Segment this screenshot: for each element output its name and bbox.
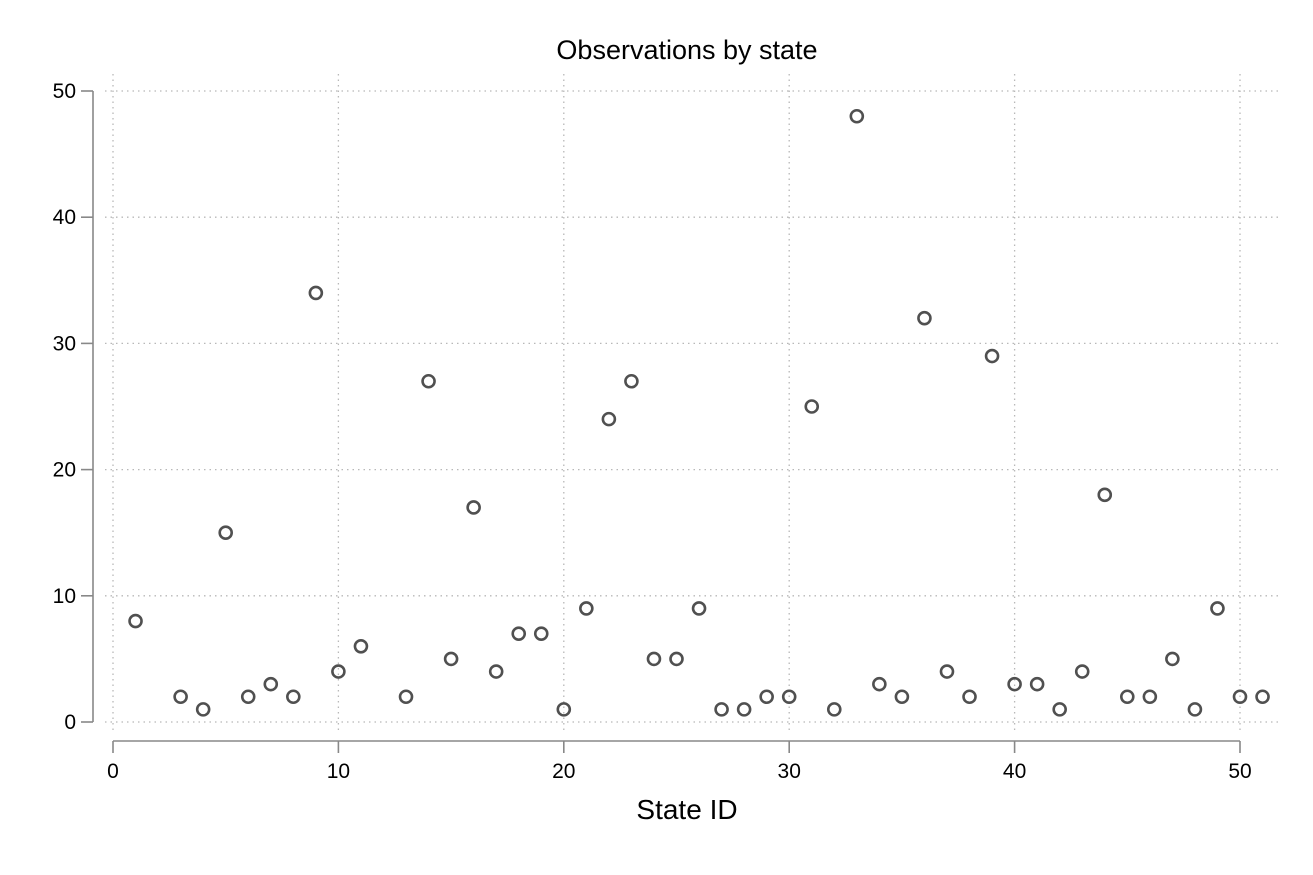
- data-point: [781, 689, 797, 705]
- data-point: [714, 702, 729, 717]
- data-point: [1255, 689, 1270, 705]
- axes: 0 10 20 30 40 50 0 10 20 30 40 50: [53, 80, 1252, 783]
- x-tick-label: 0: [107, 760, 119, 783]
- data-point: [398, 689, 414, 705]
- data-point: [804, 399, 820, 414]
- data-point: [872, 676, 887, 692]
- data-point: [1029, 676, 1045, 692]
- data-point: [1120, 689, 1135, 705]
- x-tick-label: 10: [327, 760, 350, 783]
- data-point: [173, 689, 188, 705]
- data-point: [894, 689, 910, 705]
- x-tick-label: 20: [552, 760, 575, 783]
- y-tick-label: 50: [53, 80, 76, 103]
- data-point: [353, 638, 369, 654]
- y-tick-label: 0: [64, 711, 76, 734]
- data-point: [218, 525, 233, 541]
- data-point: [1187, 702, 1203, 717]
- data-point: [759, 689, 774, 705]
- data-point: [1165, 651, 1180, 667]
- data-point: [624, 373, 639, 389]
- data-point: [1142, 689, 1158, 705]
- data-point: [1052, 702, 1067, 717]
- data-point: [1210, 601, 1225, 616]
- data-point: [1074, 664, 1090, 679]
- chart-title: Observations by state: [556, 35, 817, 65]
- data-point: [533, 626, 549, 641]
- data-point: [443, 651, 459, 667]
- data-point: [1232, 689, 1248, 705]
- data-point: [308, 285, 324, 301]
- data-point: [195, 702, 211, 717]
- data-point: [1097, 487, 1113, 503]
- data-point: [488, 664, 504, 679]
- data-point: [579, 601, 594, 616]
- data-point: [331, 664, 346, 679]
- data-point: [691, 601, 707, 616]
- data-point: [601, 411, 617, 427]
- x-axis-title: State ID: [636, 794, 737, 825]
- x-tick-label: 40: [1003, 760, 1026, 783]
- data-point: [466, 500, 481, 515]
- x-tick-label: 30: [778, 760, 801, 783]
- data-point: [826, 702, 842, 717]
- data-point: [1007, 676, 1022, 692]
- y-tick-label: 10: [53, 585, 76, 608]
- data-point: [736, 702, 752, 717]
- data-point: [240, 689, 256, 705]
- data-point: [511, 626, 527, 641]
- y-tick-label: 40: [53, 206, 76, 229]
- data-point: [646, 651, 662, 667]
- data-point: [263, 676, 279, 692]
- data-point: [421, 373, 436, 389]
- data-point: [669, 651, 684, 667]
- x-tick-label: 50: [1228, 760, 1251, 783]
- data-points: [128, 108, 1270, 717]
- data-point: [286, 689, 301, 705]
- grid-lines: [105, 74, 1280, 730]
- data-point: [939, 664, 955, 679]
- data-point: [128, 613, 143, 629]
- data-point: [984, 348, 1000, 364]
- data-point: [917, 310, 932, 326]
- y-tick-label: 30: [53, 332, 76, 355]
- data-point: [556, 702, 572, 717]
- data-point: [849, 108, 865, 124]
- y-tick-label: 20: [53, 459, 76, 482]
- data-point: [962, 689, 977, 705]
